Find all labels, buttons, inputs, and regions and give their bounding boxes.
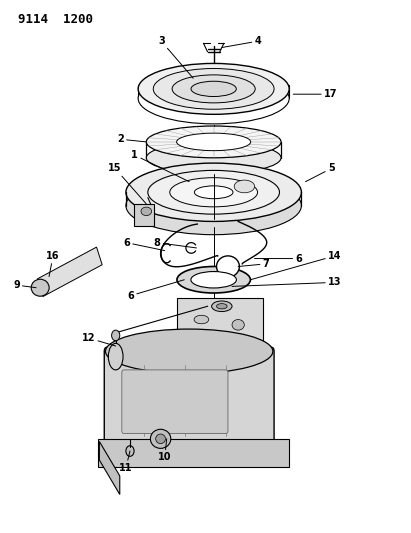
Ellipse shape [148, 171, 279, 214]
Text: 9114  1200: 9114 1200 [18, 13, 93, 26]
Text: 12: 12 [82, 333, 115, 346]
Ellipse shape [31, 279, 49, 296]
Ellipse shape [217, 256, 239, 277]
Text: 4: 4 [222, 36, 261, 47]
FancyBboxPatch shape [98, 439, 289, 467]
Text: 6: 6 [127, 280, 184, 301]
Polygon shape [37, 247, 102, 296]
Ellipse shape [156, 434, 166, 443]
FancyBboxPatch shape [104, 347, 274, 446]
Ellipse shape [146, 126, 281, 158]
Text: 17: 17 [293, 89, 337, 99]
Ellipse shape [177, 266, 250, 293]
Ellipse shape [191, 271, 236, 288]
Ellipse shape [217, 304, 227, 309]
Ellipse shape [126, 163, 301, 221]
Text: 14: 14 [250, 251, 342, 280]
Text: 1: 1 [132, 150, 189, 182]
Text: 15: 15 [109, 164, 146, 204]
Text: 11: 11 [119, 451, 133, 473]
Ellipse shape [194, 186, 233, 199]
Ellipse shape [146, 142, 281, 174]
Ellipse shape [106, 329, 273, 374]
Ellipse shape [232, 319, 244, 330]
Ellipse shape [172, 75, 255, 103]
Text: 3: 3 [158, 36, 193, 78]
Text: 6: 6 [123, 238, 165, 251]
Text: 6: 6 [254, 254, 302, 263]
Ellipse shape [126, 446, 134, 456]
Text: 5: 5 [305, 164, 335, 182]
Ellipse shape [234, 180, 254, 193]
Ellipse shape [126, 176, 301, 235]
Ellipse shape [138, 73, 289, 124]
Ellipse shape [138, 63, 289, 114]
Text: 16: 16 [46, 251, 60, 277]
Text: 9: 9 [13, 280, 36, 290]
Text: 7: 7 [238, 259, 269, 269]
Ellipse shape [153, 69, 274, 109]
FancyBboxPatch shape [134, 204, 154, 226]
Ellipse shape [109, 343, 123, 370]
Text: 2: 2 [117, 134, 146, 144]
Ellipse shape [212, 301, 232, 312]
FancyBboxPatch shape [122, 370, 228, 433]
Text: 13: 13 [232, 277, 342, 287]
Text: 8: 8 [154, 238, 196, 248]
Ellipse shape [194, 316, 209, 324]
Ellipse shape [191, 81, 236, 96]
Ellipse shape [141, 207, 152, 216]
Ellipse shape [150, 429, 171, 448]
Ellipse shape [177, 133, 251, 151]
FancyBboxPatch shape [177, 298, 263, 346]
Polygon shape [99, 441, 120, 495]
Text: 10: 10 [158, 439, 171, 463]
Ellipse shape [170, 177, 258, 207]
Ellipse shape [112, 330, 120, 341]
